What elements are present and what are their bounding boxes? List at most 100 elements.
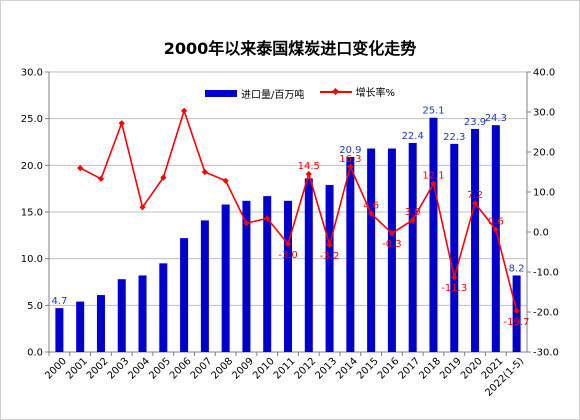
chart-title: 2000年以来泰国煤炭进口变化走势: [163, 39, 417, 58]
y-tick-left: 0.0: [27, 348, 43, 359]
x-tick-label: 2006: [168, 356, 194, 382]
y-tick-left: 20.0: [21, 161, 43, 172]
y-tick-left: 30.0: [21, 68, 43, 79]
line-data-label: -3.0: [278, 250, 298, 261]
x-tick-label: 2005: [147, 356, 173, 382]
x-tick-label: 2007: [189, 356, 215, 382]
bar: [304, 178, 313, 352]
growth-rate-marker: [222, 177, 229, 184]
x-tick-label: 2014: [334, 356, 360, 382]
x-tick-label: 2013: [313, 356, 339, 382]
y-tick-right: -10.0: [533, 268, 559, 279]
x-tick-label: 2020: [459, 356, 485, 382]
y-tick-right: -20.0: [533, 308, 559, 319]
x-tick-label: 2003: [106, 356, 132, 382]
y-tick-right: 0.0: [533, 228, 549, 239]
x-tick-label: 2015: [355, 356, 381, 382]
x-tick-label: 2017: [397, 356, 423, 382]
bar-data-label: 8.2: [509, 263, 525, 274]
line-data-label: 3.0: [405, 207, 421, 218]
y-tick-left: 5.0: [27, 301, 43, 312]
x-tick-label: 2010: [251, 356, 277, 382]
y-tick-right: -30.0: [533, 348, 559, 359]
x-tick-label: 2008: [210, 356, 236, 382]
line-data-label: -19.7: [504, 317, 530, 328]
line-data-label: 12.1: [422, 171, 444, 182]
bar: [221, 204, 230, 352]
bar: [450, 143, 459, 352]
bar: [263, 196, 272, 352]
line-data-label: 4.6: [363, 201, 379, 212]
y-tick-right: 10.0: [533, 188, 555, 199]
x-tick-label: 2002: [85, 356, 111, 382]
growth-rate-marker: [368, 210, 375, 217]
line-data-label: 16.3: [339, 154, 361, 165]
bar-data-label: 24.3: [485, 113, 507, 124]
bar: [180, 238, 189, 352]
bar-data-label: 22.3: [443, 132, 465, 143]
bar: [429, 117, 438, 352]
growth-rate-marker: [201, 168, 208, 176]
line-data-label: 14.5: [298, 161, 320, 172]
line-data-label: -0.3: [382, 239, 402, 250]
bar-data-label: 22.4: [402, 131, 424, 142]
x-tick-label: 2001: [64, 356, 90, 382]
bar: [138, 275, 147, 352]
growth-rate-marker: [430, 180, 437, 187]
line-data-label: -3.2: [320, 251, 340, 262]
bar: [76, 301, 85, 352]
bar: [325, 184, 334, 352]
legend-item-import-volume: 进口量/百万吨: [205, 86, 304, 101]
legend: 进口量/百万吨 增长率%: [205, 84, 407, 101]
line-data-label: 7.2: [467, 190, 483, 201]
y-tick-right: 40.0: [533, 68, 555, 79]
bar: [471, 128, 480, 352]
bar: [96, 295, 105, 352]
legend-line-swatch: [319, 87, 352, 97]
growth-rate-marker: [513, 307, 520, 314]
bar: [159, 263, 168, 352]
y-tick-left: 15.0: [21, 208, 43, 219]
x-tick-label: 2012: [293, 356, 319, 382]
growth-rate-marker: [243, 220, 250, 227]
legend-item-growth-rate: 增长率%: [319, 84, 396, 99]
bar: [55, 308, 64, 352]
legend-label-import-volume: 进口量/百万吨: [241, 89, 305, 101]
growth-rate-marker: [97, 175, 105, 182]
growth-rate-marker: [492, 226, 499, 233]
x-tick-label: 2000: [43, 356, 69, 382]
growth-rate-marker: [77, 164, 84, 172]
bar-data-label: 20.9: [339, 145, 361, 156]
x-tick-label: 2019: [438, 356, 464, 382]
bar: [242, 200, 251, 352]
growth-rate-marker: [451, 274, 458, 281]
growth-rate-line: [79, 108, 518, 311]
legend-label-growth-rate: 增长率%: [355, 88, 396, 99]
line-data-label: 0.6: [488, 217, 504, 228]
bar: [387, 148, 396, 352]
bar-data-label: 25.1: [422, 106, 444, 117]
growth-rate-marker: [118, 120, 125, 127]
x-tick-label: 2016: [376, 356, 402, 382]
legend-bar-swatch: [205, 89, 237, 97]
x-tick-label: 2009: [230, 356, 256, 382]
y-tick-right: 20.0: [533, 148, 555, 159]
bar: [284, 200, 292, 352]
bar: [491, 125, 500, 352]
x-tick-label: 2011: [272, 356, 298, 382]
bar-data-label: 4.7: [51, 296, 67, 307]
x-tick-label: 2018: [417, 356, 443, 382]
line-data-label: -11.3: [441, 283, 467, 294]
y-tick-right: 30.0: [533, 108, 555, 119]
bar: [408, 142, 417, 352]
bar-data-label: 23.9: [464, 117, 486, 128]
bar: [367, 148, 376, 352]
y-tick-left: 10.0: [21, 254, 43, 265]
y-tick-left: 25.0: [21, 114, 43, 125]
bar: [117, 279, 126, 352]
growth-rate-marker: [180, 107, 188, 114]
bar: [346, 156, 355, 352]
bar: [200, 220, 209, 352]
x-tick-label: 2004: [126, 356, 152, 382]
